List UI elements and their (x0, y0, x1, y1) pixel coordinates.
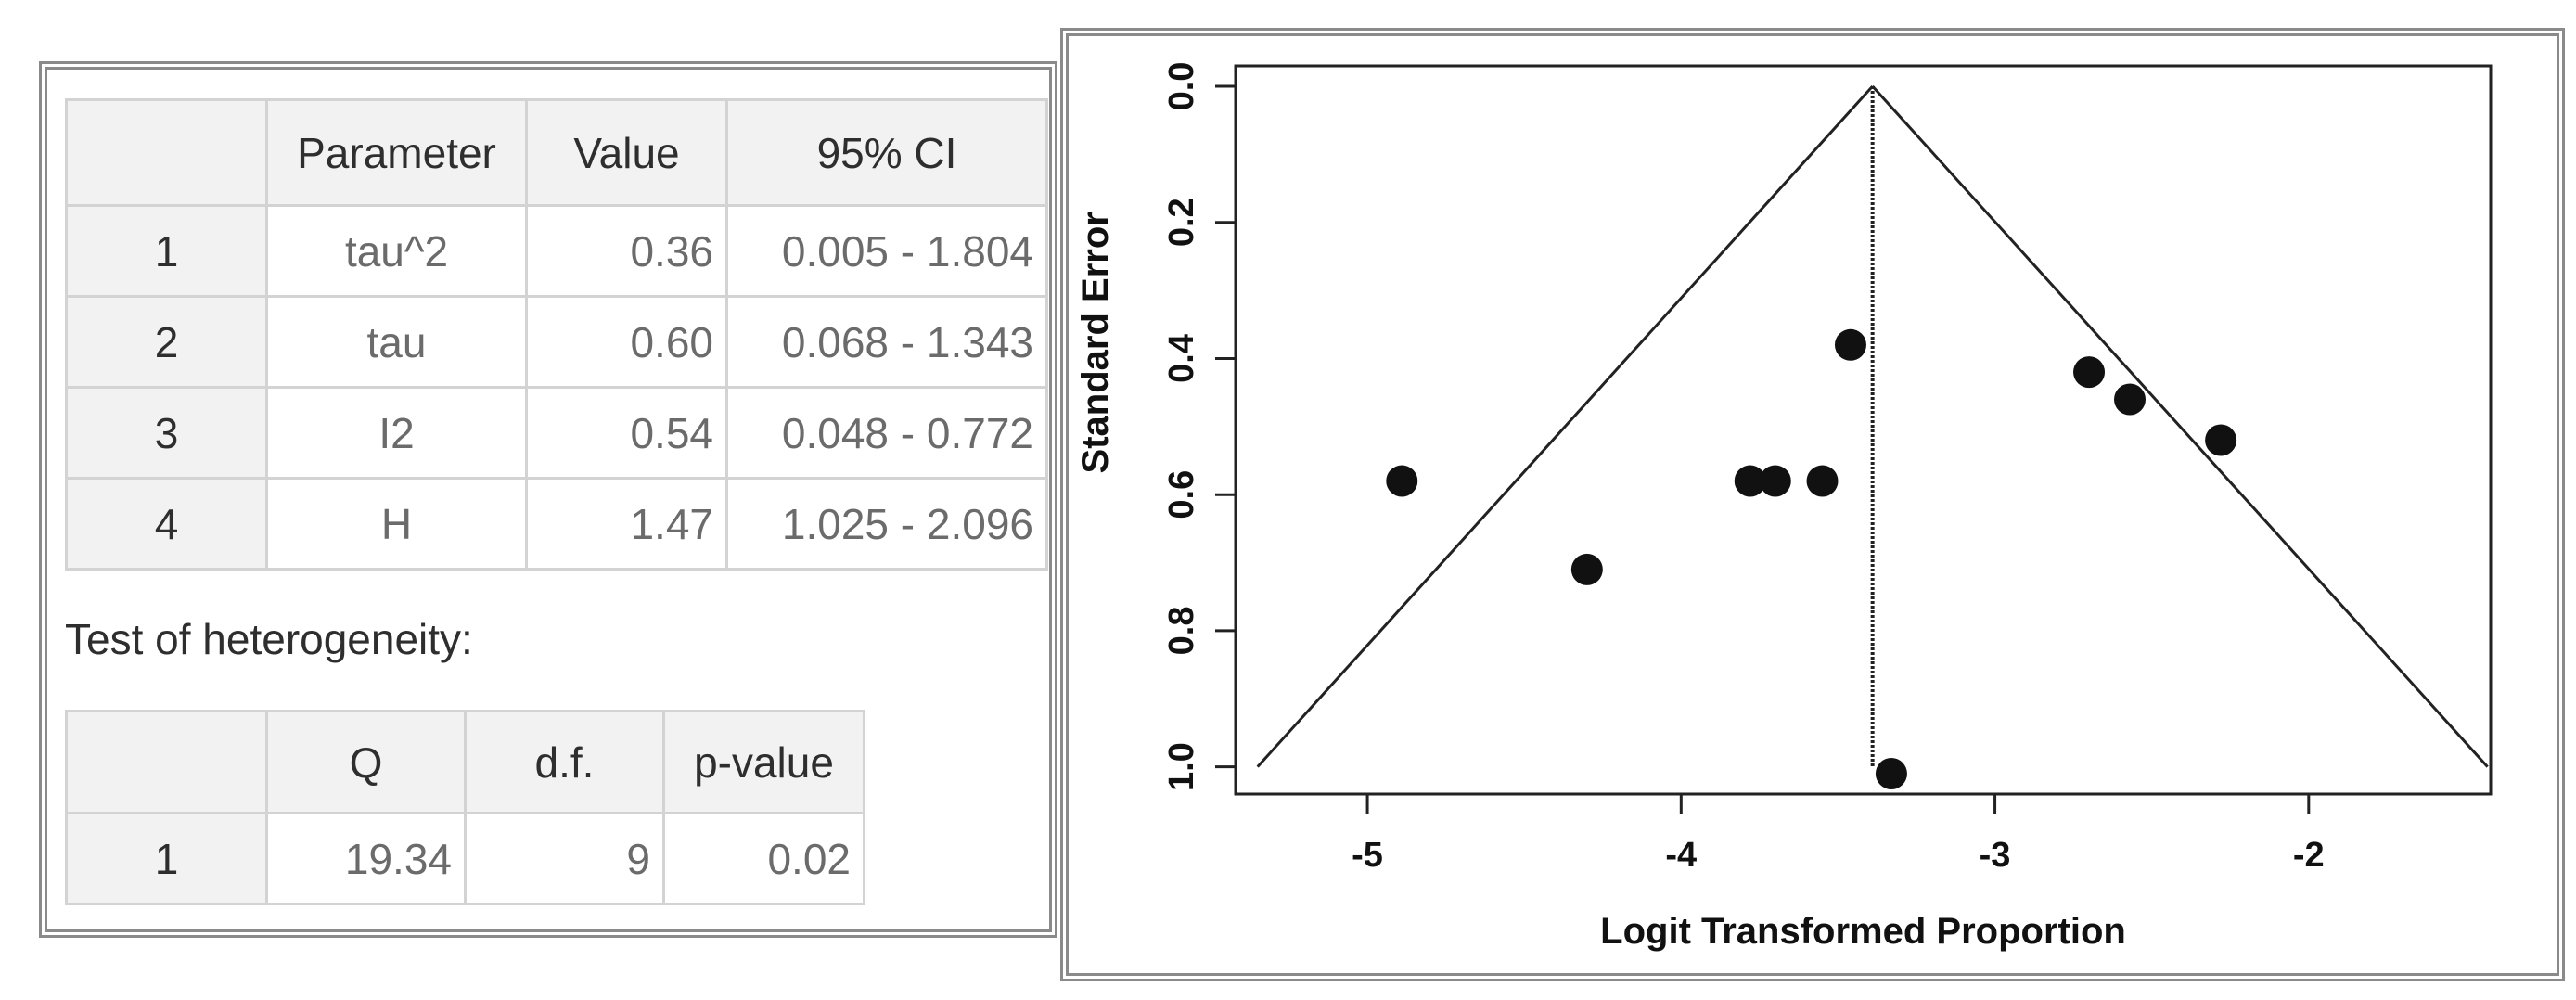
ci-cell: 0.048 - 0.772 (725, 386, 1048, 480)
data-point (1834, 328, 1866, 361)
header-index (65, 710, 268, 814)
heterogeneity-table-header: Q d.f. p-value (65, 710, 865, 814)
plot-area-frame (1234, 64, 2493, 796)
df-cell: 9 (464, 812, 665, 905)
value-cell: 0.54 (525, 386, 728, 480)
value-cell: 1.47 (525, 477, 728, 571)
header-index (65, 98, 268, 207)
funnel-right-line (1871, 85, 2489, 768)
ci-cell: 0.005 - 1.804 (725, 204, 1048, 298)
row-index: 2 (65, 295, 268, 389)
data-point (1734, 465, 1766, 497)
value-cell: 0.36 (525, 204, 728, 298)
row-index: 1 (65, 204, 268, 298)
y-tick-label: 0.6 (1162, 470, 1201, 519)
x-tick-label: -5 (1352, 836, 1383, 875)
data-point (1386, 465, 1418, 497)
header-ci: 95% CI (725, 98, 1048, 207)
results-panel: Parameter Value 95% CI 1 tau^2 0.36 0.00… (39, 61, 1057, 938)
header-df: d.f. (464, 710, 665, 814)
row-index: 1 (65, 812, 268, 905)
table-row: 2 tau 0.60 0.068 - 1.343 (65, 295, 1048, 389)
data-point (1759, 465, 1791, 497)
value-cell: 0.60 (525, 295, 728, 389)
y-tick-label: 0.8 (1162, 607, 1201, 656)
funnel-left-line (1256, 85, 1874, 768)
parameter-table-header: Parameter Value 95% CI (65, 98, 1048, 207)
ci-cell: 0.068 - 1.343 (725, 295, 1048, 389)
row-index: 4 (65, 477, 268, 571)
data-point (2205, 424, 2237, 456)
y-axis-label: Standard Error (1075, 212, 1116, 473)
x-tick-label: -3 (1980, 836, 2011, 875)
y-tick-label: 1.0 (1162, 742, 1201, 791)
data-point (2114, 383, 2147, 416)
parameter-cell: tau (265, 295, 528, 389)
parameter-table: Parameter Value 95% CI 1 tau^2 0.36 0.00… (65, 98, 1048, 571)
ci-cell: 1.025 - 2.096 (725, 477, 1048, 571)
header-value: Value (525, 98, 728, 207)
p-value-cell: 0.02 (662, 812, 865, 905)
header-q: Q (265, 710, 467, 814)
y-tick-label: 0.4 (1162, 334, 1201, 383)
y-tick-label: 0.2 (1162, 198, 1201, 247)
header-parameter: Parameter (265, 98, 528, 207)
y-tick-label: 0.0 (1162, 62, 1201, 111)
heterogeneity-table: Q d.f. p-value 1 19.34 9 0.02 (65, 710, 865, 905)
q-cell: 19.34 (265, 812, 467, 905)
parameter-cell: I2 (265, 386, 528, 480)
data-point (2073, 356, 2106, 389)
parameter-table-wrap: Parameter Value 95% CI 1 tau^2 0.36 0.00… (65, 98, 1048, 571)
x-tick-label: -4 (1665, 836, 1697, 875)
parameter-cell: tau^2 (265, 204, 528, 298)
table-row: 3 I2 0.54 0.048 - 0.772 (65, 386, 1048, 480)
x-tick-label: -2 (2293, 836, 2325, 875)
data-point (1570, 553, 1603, 585)
table-row: 4 H 1.47 1.025 - 2.096 (65, 477, 1048, 571)
row-index: 3 (65, 386, 268, 480)
funnel-plot-panel: -5 -4 -3 -2 0.0 0.2 0.4 0.6 0.8 1.0 Logit Transf… (1060, 28, 2565, 981)
heterogeneity-label: Test of heterogeneity: (65, 615, 473, 663)
table-row: 1 19.34 9 0.02 (65, 812, 865, 905)
x-axis-label: Logit Transformed Proportion (1600, 911, 2126, 952)
table-row: 1 tau^2 0.36 0.005 - 1.804 (65, 204, 1048, 298)
parameter-cell: H (265, 477, 528, 571)
data-point (1875, 757, 1907, 789)
funnel-plot: -5 -4 -3 -2 0.0 0.2 0.4 0.6 0.8 1.0 Logit Transf… (1075, 62, 2493, 952)
header-p-value: p-value (662, 710, 865, 814)
data-point (1806, 465, 1839, 497)
